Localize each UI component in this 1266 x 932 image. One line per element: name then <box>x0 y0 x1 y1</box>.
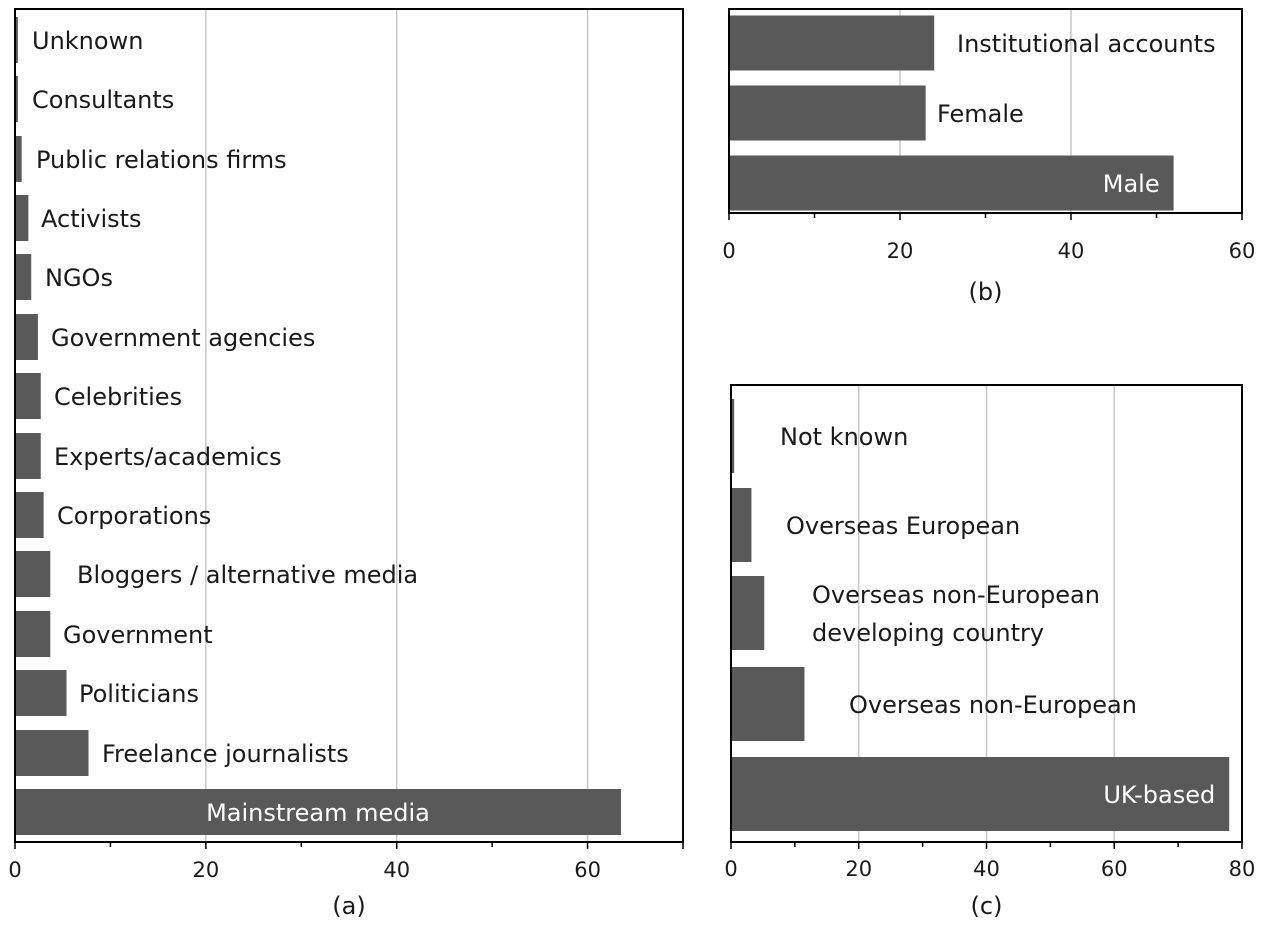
bar-c-1 <box>731 667 805 741</box>
bar-label-c-4: Not known <box>780 423 908 451</box>
bar-label-a-8: Government agencies <box>51 324 315 352</box>
plot-frame-a <box>14 8 684 843</box>
bar-label-a-3: Government <box>63 621 213 649</box>
bar-label-a-5: Corporations <box>57 502 211 530</box>
bar-a-10 <box>15 195 29 241</box>
chart-caption-a: (a) <box>332 892 365 920</box>
bar-label-a-12: Consultants <box>32 86 174 114</box>
bar-a-11 <box>15 136 22 182</box>
xtick-label-b-60: 60 <box>1229 239 1256 263</box>
bar-label-a-1: Freelance journalists <box>102 740 349 768</box>
bar-label-a-9: NGOs <box>45 264 113 292</box>
xtick-label-c-0: 0 <box>724 857 737 881</box>
bar-label-c-3: Overseas European <box>786 512 1020 540</box>
chart-c: UK-based Overseas non-European Overseas no… <box>724 384 1256 920</box>
bar-label-b-2: Institutional accounts <box>957 30 1216 58</box>
bar-a-9 <box>15 254 32 300</box>
bar-c-3 <box>731 488 752 562</box>
bar-label-c-2: Overseas non-European developing country <box>812 581 1100 647</box>
bar-label-c-0: UK-based <box>1103 781 1215 809</box>
bar-a-0 <box>15 789 621 835</box>
xtick-label-a-40: 40 <box>383 858 410 882</box>
bar-a-6 <box>15 433 41 479</box>
bar-label-b-1: Female <box>937 100 1024 128</box>
bar-label-a-13: Unknown <box>32 27 143 55</box>
chart-a: Mainstream media Freelance journalists Pol… <box>8 8 684 920</box>
bar-label-a-7: Celebrities <box>54 383 182 411</box>
bar-a-2 <box>15 670 67 716</box>
xtick-label-c-20: 20 <box>845 857 872 881</box>
bar-label-a-11: Public relations firms <box>36 146 287 174</box>
bar-a-4 <box>15 551 51 597</box>
chart-b: Male Female Institutional accounts 0 20 40 60 (… <box>722 8 1256 306</box>
bar-b-0 <box>729 155 1174 211</box>
xtick-label-b-20: 20 <box>887 239 914 263</box>
bar-a-12 <box>15 76 18 122</box>
bar-b-2 <box>729 15 935 71</box>
bar-label-a-6: Experts/academics <box>54 443 282 471</box>
bar-a-5 <box>15 492 44 538</box>
bar-label-a-10: Activists <box>41 205 142 233</box>
xtick-label-a-60: 60 <box>574 858 601 882</box>
bar-c-0 <box>731 757 1230 831</box>
xtick-label-c-60: 60 <box>1101 857 1128 881</box>
bar-label-a-0: Mainstream media <box>206 799 430 827</box>
bar-label-b-0: Male <box>1103 170 1160 198</box>
bar-label-a-2: Politicians <box>79 680 199 708</box>
bar-a-7 <box>15 373 41 419</box>
bar-a-1 <box>15 730 89 776</box>
bar-label-a-4: Bloggers / alternative media <box>77 561 418 589</box>
xtick-label-c-80: 80 <box>1229 857 1256 881</box>
bar-a-13 <box>15 17 18 63</box>
xtick-label-a-0: 0 <box>8 858 21 882</box>
chart-caption-c: (c) <box>971 892 1003 920</box>
bar-a-3 <box>15 611 51 657</box>
xtick-label-a-20: 20 <box>192 858 219 882</box>
bar-c-4 <box>731 399 735 473</box>
bar-a-8 <box>15 314 38 360</box>
bar-b-1 <box>729 85 926 141</box>
xtick-label-c-40: 40 <box>973 857 1000 881</box>
chart-caption-b: (b) <box>969 278 1003 306</box>
xtick-label-b-40: 40 <box>1058 239 1085 263</box>
bar-c-2 <box>731 576 765 650</box>
bar-label-c-1: Overseas non-European <box>849 691 1137 719</box>
xtick-label-b-0: 0 <box>722 239 735 263</box>
